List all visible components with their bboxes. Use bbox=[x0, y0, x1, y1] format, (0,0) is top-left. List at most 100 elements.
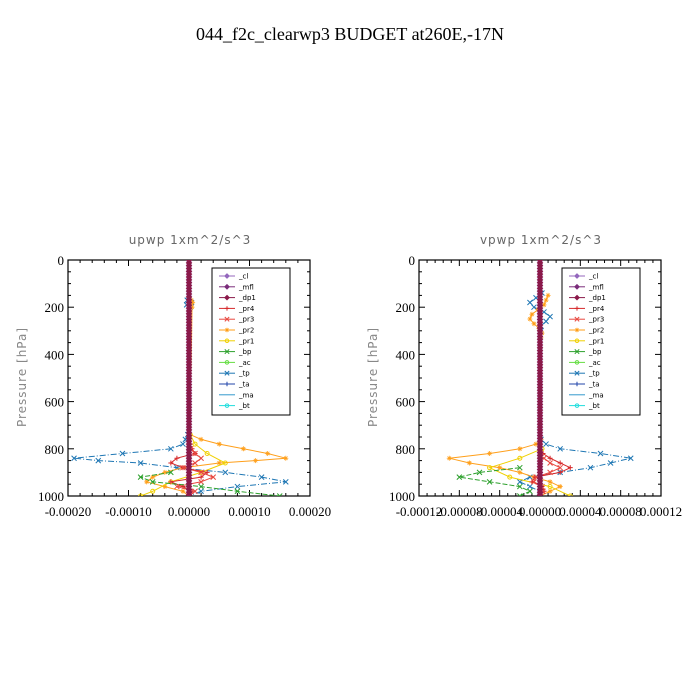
legend-label: _bt bbox=[238, 402, 250, 410]
series-point_pr3 bbox=[547, 460, 553, 466]
series-point_bp bbox=[149, 478, 156, 485]
y-tick-label: 400 bbox=[396, 347, 416, 362]
x-tick-label: 0.00000 bbox=[519, 504, 561, 519]
series-point_bp bbox=[137, 474, 144, 480]
series-point_pr3 bbox=[531, 478, 537, 485]
series-point_bp bbox=[516, 464, 523, 471]
series-point_dp1 bbox=[536, 491, 544, 496]
figure-title: 044_f2c_clearwp3 BUDGET at260E,-17N bbox=[196, 24, 504, 44]
series-point_pr4 bbox=[557, 460, 563, 466]
legend-marker bbox=[574, 294, 580, 301]
series-point_bp bbox=[276, 493, 283, 496]
legend-marker bbox=[574, 360, 580, 365]
legend: _cl _mfl _dp1 _pr4 _pr3 _pr2 _pr1 _bp _ac _tp _ta _… bbox=[211, 267, 291, 416]
series-point_pr2 bbox=[216, 441, 222, 447]
series-point_pr2 bbox=[240, 446, 246, 452]
series-point_pr3 bbox=[180, 464, 186, 471]
series-point_pr1 bbox=[567, 493, 573, 496]
series-point_pr3 bbox=[192, 450, 198, 457]
y-axis-label: Pressure [hPa] bbox=[15, 327, 29, 427]
legend-label: _tp bbox=[588, 370, 600, 378]
legend-label: _bp bbox=[588, 348, 602, 356]
series-point_pr4 bbox=[557, 469, 563, 475]
legend-marker bbox=[224, 327, 230, 333]
x-tick-label: 0.00000 bbox=[168, 504, 210, 519]
series-point_tp bbox=[180, 441, 186, 447]
series-point_pr3 bbox=[174, 483, 180, 490]
series-point_dp1 bbox=[185, 491, 193, 496]
series-line_bp bbox=[138, 471, 280, 496]
series-point_tp bbox=[587, 464, 594, 471]
legend-marker bbox=[574, 283, 580, 290]
x-tick-label: -0.00004 bbox=[476, 504, 523, 519]
series-point_tp bbox=[527, 483, 533, 490]
legend-label: _ma bbox=[238, 391, 254, 399]
x-tick-label: -0.00020 bbox=[45, 504, 92, 519]
legend-label: _pr3 bbox=[588, 316, 604, 324]
legend-label: _dp1 bbox=[238, 294, 256, 302]
series-point_pr2 bbox=[144, 479, 150, 485]
series-line_pr1 bbox=[140, 434, 227, 496]
series-point_tp bbox=[597, 450, 604, 457]
panel-vpwp: vpwp 1xm^2/s^3 Pressure [hPa] -0.00012-0… bbox=[366, 233, 682, 519]
series-point_pr2 bbox=[283, 455, 289, 461]
series-point_tp bbox=[137, 460, 144, 466]
series-point_pr1 bbox=[204, 451, 210, 457]
series-point_pr3 bbox=[547, 469, 553, 476]
series-point_pr2 bbox=[162, 484, 168, 490]
legend-marker bbox=[574, 370, 580, 376]
series-point_pr2 bbox=[162, 469, 168, 475]
series-point_pr3 bbox=[192, 460, 198, 466]
y-tick-label: 0 bbox=[58, 253, 65, 268]
x-tick-label: 0.00020 bbox=[289, 504, 331, 519]
y-tick-label: 1000 bbox=[389, 489, 415, 504]
series-point_tp bbox=[234, 483, 241, 490]
legend-label: _pr3 bbox=[238, 316, 254, 324]
series-line_pr1 bbox=[488, 448, 571, 496]
series-point_tp bbox=[607, 460, 614, 466]
y-axis-label: Pressure [hPa] bbox=[366, 327, 380, 427]
series-point_pr3 bbox=[198, 455, 204, 462]
series-point_tp bbox=[543, 441, 549, 447]
x-tick-label: -0.00008 bbox=[436, 504, 483, 519]
legend-marker bbox=[574, 306, 580, 311]
series-point_pr2 bbox=[487, 451, 493, 457]
legend-marker bbox=[224, 316, 230, 322]
panel-upwp: upwp 1xm^2/s^3 Pressure [hPa] -0.00020 -0… bbox=[15, 233, 331, 519]
series-point_pr2 bbox=[466, 460, 472, 466]
legend-marker bbox=[224, 273, 230, 279]
legend-label: _pr2 bbox=[238, 327, 254, 335]
series-point_tp bbox=[95, 457, 102, 464]
series-point_tp bbox=[557, 445, 564, 452]
series-point_pr2 bbox=[547, 479, 553, 485]
series-point_pr2 bbox=[265, 451, 271, 457]
series-point_pr2 bbox=[180, 488, 186, 494]
legend-marker bbox=[574, 403, 580, 408]
y-tick-label: 800 bbox=[396, 442, 416, 457]
series-point_pr1 bbox=[150, 488, 156, 494]
legend-marker bbox=[224, 381, 230, 387]
series-point_pr2 bbox=[541, 302, 547, 308]
legend-marker bbox=[574, 327, 580, 333]
x-tick-label: -0.00010 bbox=[105, 504, 152, 519]
legend-marker bbox=[224, 403, 230, 408]
series-point_pr3 bbox=[192, 488, 198, 495]
series-point_pr1 bbox=[547, 484, 553, 490]
y-tick-label: 0 bbox=[409, 253, 416, 268]
series-line_pr2 bbox=[449, 295, 562, 496]
legend-label: _pr1 bbox=[238, 337, 254, 345]
legend-label: _ac bbox=[238, 359, 251, 367]
legend-label: _pr1 bbox=[588, 337, 604, 345]
series-point_pr2 bbox=[517, 446, 523, 452]
series-point_pr4 bbox=[547, 455, 553, 461]
series-point_pr1 bbox=[517, 455, 523, 461]
panel-title: vpwp 1xm^2/s^3 bbox=[480, 233, 602, 247]
series-point_pr4 bbox=[198, 474, 204, 480]
legend-label: _ma bbox=[588, 391, 604, 399]
series-point_pr1 bbox=[198, 469, 204, 475]
series-point_tp bbox=[198, 488, 204, 495]
series-point_pr4 bbox=[567, 465, 573, 471]
series-point_bp bbox=[476, 469, 483, 476]
legend-label: _mfl bbox=[588, 283, 604, 291]
